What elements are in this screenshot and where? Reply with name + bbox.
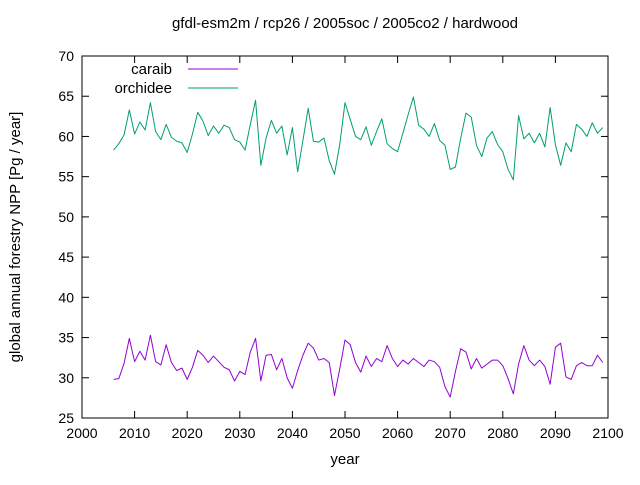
y-tick-label: 40	[58, 289, 74, 305]
x-tick-label: 2020	[172, 425, 203, 441]
x-tick-label: 2100	[592, 425, 623, 441]
y-tick-label: 60	[58, 128, 74, 144]
y-tick-label: 55	[58, 169, 74, 185]
x-tick-label: 2000	[66, 425, 97, 441]
plot-frame	[81, 55, 609, 419]
plot-area: 2000 2010 2020 2030 2040 2050 2060 2070 2080 2090…	[58, 48, 623, 441]
x-tick-label: 2060	[382, 425, 413, 441]
x-tick-label: 2040	[277, 425, 308, 441]
x-tick-label: 2090	[540, 425, 571, 441]
y-tick-label: 70	[58, 48, 74, 64]
y-tick-label: 25	[58, 410, 74, 426]
x-tick-label: 2050	[329, 425, 360, 441]
legend-label-caraib: caraib	[131, 61, 172, 78]
y-tick-label: 45	[58, 249, 74, 265]
series-line-caraib	[113, 334, 604, 398]
x-tick-label: 2070	[435, 425, 466, 441]
y-axis-label: global annual forestry NPP [Pg / year]	[7, 112, 24, 363]
chart-title: gfdl-esm2m / rcp26 / 2005soc / 2005co2 /…	[172, 15, 518, 32]
x-axis-label: year	[330, 451, 359, 468]
legend-label-orchidee: orchidee	[114, 80, 172, 97]
y-tick-label: 65	[58, 88, 74, 104]
x-tick-label: 2010	[119, 425, 150, 441]
y-tick-label: 30	[58, 370, 74, 386]
y-tick-label: 50	[58, 209, 74, 225]
x-tick-label: 2080	[487, 425, 518, 441]
y-tick-label: 35	[58, 330, 74, 346]
x-tick-label: 2030	[224, 425, 255, 441]
series-line-orchidee	[113, 96, 604, 181]
